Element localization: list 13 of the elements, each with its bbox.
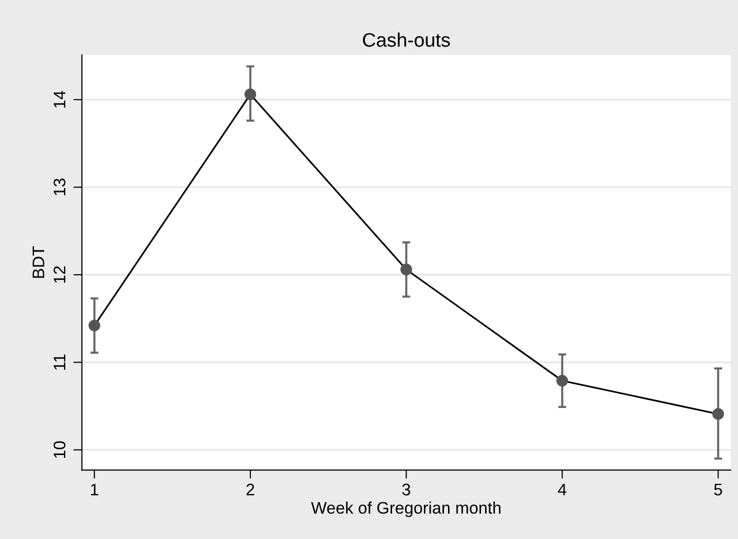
x-tick-label: 3 [402, 484, 410, 496]
x-tick-label: 2 [246, 484, 254, 496]
y-tick-label: 13 [54, 178, 66, 196]
y-tick-label: 14 [54, 90, 66, 108]
x-tick-label: 5 [714, 484, 722, 496]
y-tick-label: 11 [54, 354, 66, 370]
x-tick-label: 1 [91, 484, 98, 496]
chart-title: Cash-outs [362, 32, 450, 47]
x-axis-title: Week of Gregorian month [311, 502, 500, 518]
x-tick-label: 4 [558, 484, 566, 496]
y-tick-label: 12 [54, 266, 66, 283]
y-axis-title: BDT [32, 246, 44, 278]
y-tick-label: 10 [54, 441, 66, 458]
